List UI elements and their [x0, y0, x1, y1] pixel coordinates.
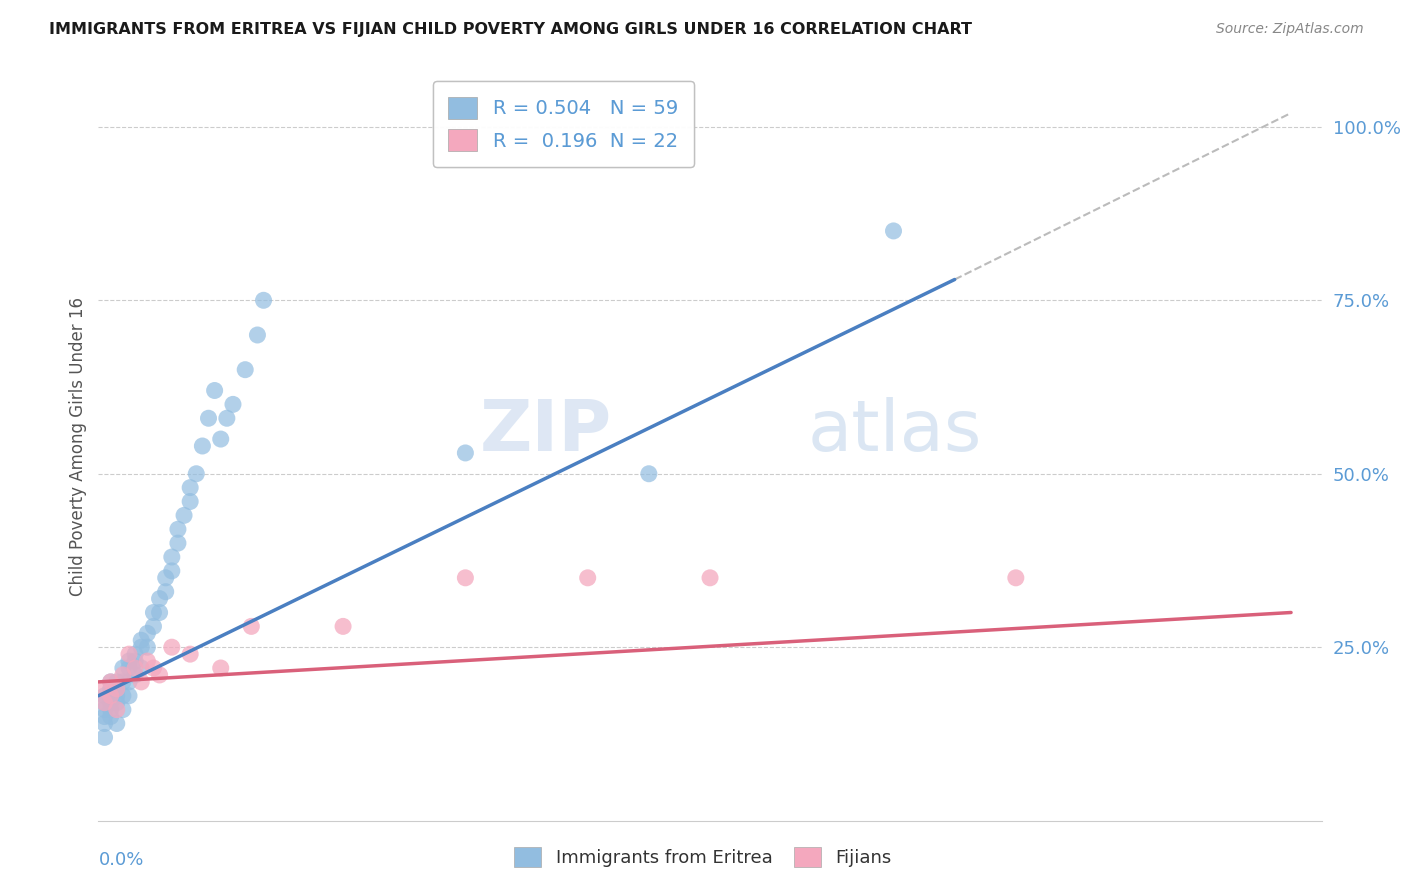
Point	[179, 494, 201, 508]
Point	[576, 571, 599, 585]
Point	[100, 681, 122, 696]
Point	[191, 439, 214, 453]
Point	[93, 696, 115, 710]
Point	[197, 411, 219, 425]
Point	[222, 397, 245, 411]
Point	[93, 731, 115, 745]
Point	[124, 654, 146, 668]
Point	[179, 481, 201, 495]
Point	[209, 432, 232, 446]
Point	[160, 564, 183, 578]
Text: 0.0%: 0.0%	[98, 851, 143, 869]
Point	[105, 703, 128, 717]
Point	[111, 689, 134, 703]
Point	[129, 640, 152, 655]
Point	[105, 716, 128, 731]
Point	[240, 619, 263, 633]
Point	[186, 467, 208, 481]
Point	[167, 536, 190, 550]
Point	[129, 661, 152, 675]
Point	[105, 674, 128, 689]
Point	[142, 661, 165, 675]
Point	[149, 606, 172, 620]
Text: ZIP: ZIP	[479, 397, 612, 466]
Point	[93, 681, 115, 696]
Point	[111, 674, 134, 689]
Point	[111, 703, 134, 717]
Point	[454, 571, 477, 585]
Point	[129, 633, 152, 648]
Point	[173, 508, 195, 523]
Point	[160, 549, 183, 564]
Point	[637, 467, 661, 481]
Point	[699, 571, 721, 585]
Point	[246, 328, 269, 343]
Text: Source: ZipAtlas.com: Source: ZipAtlas.com	[1216, 22, 1364, 37]
Point	[252, 293, 274, 308]
Point	[105, 696, 128, 710]
Point	[100, 674, 122, 689]
Legend: R = 0.504   N = 59, R =  0.196  N = 22: R = 0.504 N = 59, R = 0.196 N = 22	[433, 81, 693, 167]
Point	[233, 362, 256, 376]
Point	[105, 689, 128, 703]
Point	[93, 703, 115, 717]
Point	[155, 584, 177, 599]
Point	[93, 716, 115, 731]
Point	[142, 606, 165, 620]
Point	[124, 668, 146, 682]
Point	[204, 384, 226, 398]
Point	[155, 571, 177, 585]
Point	[215, 411, 238, 425]
Text: IMMIGRANTS FROM ERITREA VS FIJIAN CHILD POVERTY AMONG GIRLS UNDER 16 CORRELATION: IMMIGRANTS FROM ERITREA VS FIJIAN CHILD …	[49, 22, 972, 37]
Point	[454, 446, 477, 460]
Point	[883, 224, 905, 238]
Point	[118, 647, 141, 661]
Point	[160, 640, 183, 655]
Point	[105, 681, 128, 696]
Point	[100, 696, 122, 710]
Point	[93, 709, 115, 723]
Point	[118, 661, 141, 675]
Point	[149, 668, 172, 682]
Point	[1004, 571, 1026, 585]
Point	[118, 689, 141, 703]
Point	[111, 668, 134, 682]
Point	[142, 619, 165, 633]
Point	[100, 709, 122, 723]
Point	[100, 689, 122, 703]
Point	[136, 626, 159, 640]
Point	[167, 522, 190, 536]
Y-axis label: Child Poverty Among Girls Under 16: Child Poverty Among Girls Under 16	[69, 296, 87, 596]
Point	[100, 703, 122, 717]
Point	[129, 674, 152, 689]
Point	[136, 654, 159, 668]
Point	[93, 689, 115, 703]
Point	[111, 661, 134, 675]
Point	[149, 591, 172, 606]
Point	[100, 674, 122, 689]
Point	[124, 647, 146, 661]
Point	[179, 647, 201, 661]
Point	[105, 681, 128, 696]
Point	[124, 661, 146, 675]
Point	[93, 696, 115, 710]
Point	[209, 661, 232, 675]
Point	[136, 640, 159, 655]
Point	[118, 654, 141, 668]
Point	[118, 674, 141, 689]
Point	[100, 689, 122, 703]
Text: atlas: atlas	[808, 397, 983, 466]
Point	[332, 619, 354, 633]
Legend: Immigrants from Eritrea, Fijians: Immigrants from Eritrea, Fijians	[508, 839, 898, 874]
